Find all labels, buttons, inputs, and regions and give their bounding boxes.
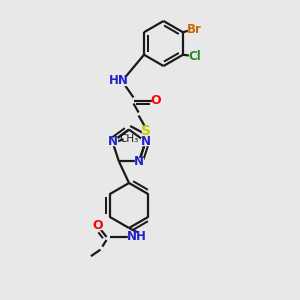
- Bar: [141, 138, 150, 145]
- Bar: [189, 52, 201, 60]
- Text: O: O: [92, 219, 103, 232]
- Bar: [93, 222, 102, 229]
- Bar: [152, 97, 160, 104]
- Bar: [128, 233, 145, 241]
- Text: Br: Br: [187, 23, 202, 36]
- Text: N: N: [107, 135, 118, 148]
- Text: O: O: [151, 94, 161, 107]
- Bar: [188, 26, 201, 33]
- Bar: [135, 158, 143, 164]
- Text: HN: HN: [109, 74, 128, 88]
- Text: NH: NH: [127, 230, 146, 244]
- Bar: [142, 127, 151, 135]
- Text: Cl: Cl: [189, 50, 201, 63]
- Text: N: N: [140, 135, 151, 148]
- Bar: [108, 138, 117, 145]
- Text: N: N: [134, 154, 144, 168]
- Text: CH₃: CH₃: [119, 134, 139, 144]
- Bar: [111, 77, 126, 85]
- Text: S: S: [141, 124, 152, 138]
